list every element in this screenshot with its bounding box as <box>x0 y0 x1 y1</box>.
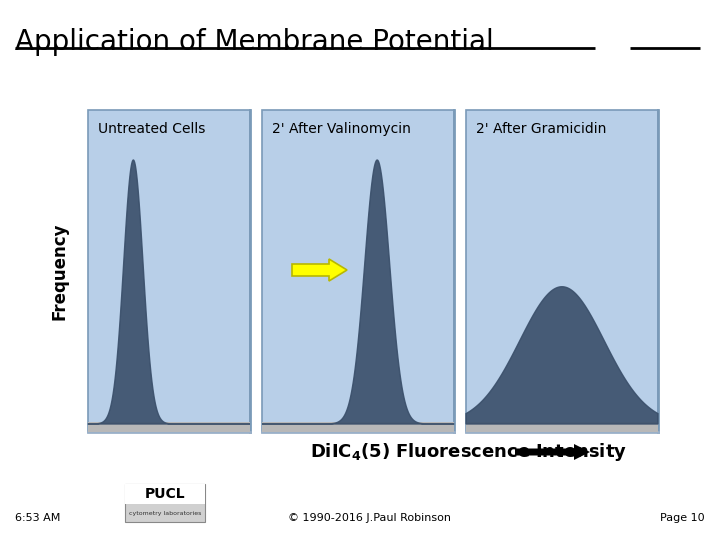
Polygon shape <box>466 287 658 424</box>
Bar <box>125 484 205 522</box>
Text: Application of Membrane Potential: Application of Membrane Potential <box>15 28 494 56</box>
Bar <box>125 484 205 504</box>
Bar <box>88 110 250 432</box>
Text: 2' After Gramicidin: 2' After Gramicidin <box>476 122 606 136</box>
Bar <box>262 422 454 432</box>
Text: $\mathbf{DiIC_4(5)\ Fluorescence\ Intensity}$: $\mathbf{DiIC_4(5)\ Fluorescence\ Intens… <box>310 441 627 463</box>
Polygon shape <box>88 160 250 424</box>
Bar <box>88 422 250 432</box>
FancyArrow shape <box>515 444 590 460</box>
Text: Untreated Cells: Untreated Cells <box>98 122 205 136</box>
Text: 6:53 AM: 6:53 AM <box>15 513 60 523</box>
Text: Page 10: Page 10 <box>660 513 705 523</box>
Text: PUCL: PUCL <box>145 487 185 501</box>
Text: Frequency: Frequency <box>51 222 69 320</box>
Bar <box>466 422 658 432</box>
Bar <box>466 110 658 432</box>
Text: 2' After Valinomycin: 2' After Valinomycin <box>272 122 411 136</box>
Bar <box>262 110 454 432</box>
Polygon shape <box>262 160 454 424</box>
Text: © 1990-2016 J.Paul Robinson: © 1990-2016 J.Paul Robinson <box>289 513 451 523</box>
FancyArrow shape <box>292 259 347 281</box>
Text: cytometry laboratories: cytometry laboratories <box>129 510 201 516</box>
